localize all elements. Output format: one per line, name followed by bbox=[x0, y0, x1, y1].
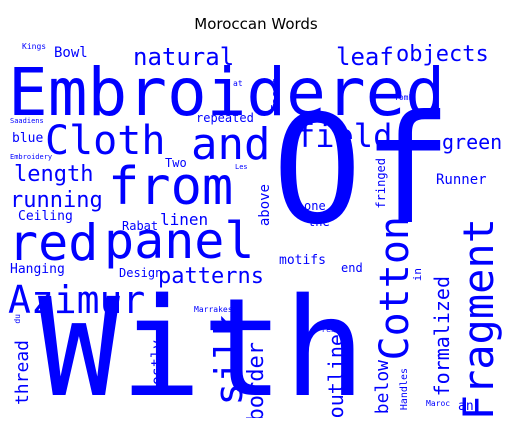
word-objects: objects bbox=[396, 44, 489, 66]
word-patterns: patterns bbox=[158, 266, 264, 288]
word-runner: Runner bbox=[436, 173, 487, 187]
word-formalized: formalized bbox=[432, 276, 452, 396]
word-femmes: Femmes bbox=[322, 327, 347, 334]
word-fringed: fringed bbox=[375, 158, 387, 209]
word-natural: natural bbox=[133, 45, 234, 69]
word-tomb: Tomb bbox=[394, 94, 413, 102]
word-tree: tree bbox=[298, 352, 310, 381]
word-kings: Kings bbox=[22, 43, 46, 51]
word-red: red bbox=[8, 218, 98, 268]
word-one: one bbox=[304, 200, 326, 212]
word-ceiling: Ceiling bbox=[18, 210, 73, 223]
word-cloud: With Of Embroidered from and Cloth red p… bbox=[8, 38, 504, 418]
word-field: field bbox=[296, 120, 392, 152]
word-maroc: Maroc bbox=[426, 400, 450, 408]
word-design: Design bbox=[119, 267, 162, 279]
word-cotton: Cotton bbox=[375, 216, 415, 361]
word-above: above bbox=[258, 184, 272, 226]
word-rabat: Rabat bbox=[122, 220, 158, 232]
word-linen: linen bbox=[160, 212, 208, 228]
word-fragment: Fragment bbox=[458, 218, 500, 418]
word-at: at bbox=[233, 80, 243, 88]
word-motifs: motifs bbox=[279, 254, 326, 267]
word-leaf: leaf bbox=[336, 45, 394, 69]
word-below: below bbox=[374, 360, 392, 414]
word-handles: Handles bbox=[400, 368, 410, 410]
word-length: length bbox=[14, 164, 93, 186]
word-hanging: Hanging bbox=[10, 263, 65, 276]
word-du: du bbox=[14, 314, 22, 324]
word-silk: silk bbox=[210, 314, 248, 406]
word-repeated: repeated bbox=[196, 112, 254, 124]
word-an: an bbox=[458, 400, 474, 413]
word-facet: Facet bbox=[270, 78, 281, 111]
word-and: and bbox=[191, 123, 270, 167]
word-the: the bbox=[308, 216, 330, 228]
word-mostly: mostly bbox=[150, 340, 165, 394]
word-outlined: outlined bbox=[326, 322, 346, 418]
word-two: Two bbox=[165, 157, 187, 169]
word-cloth: Cloth bbox=[45, 121, 165, 161]
word-blue: blue bbox=[12, 132, 43, 145]
word-azimur: Azimur bbox=[8, 281, 145, 319]
word-thread: thread bbox=[14, 340, 32, 405]
word-les: Les bbox=[235, 164, 248, 171]
word-embroidery: Embroidery bbox=[10, 154, 52, 161]
word-in: in bbox=[412, 268, 423, 281]
word-end: end bbox=[341, 262, 363, 274]
word-bowl: Bowl bbox=[54, 46, 88, 60]
word-saadiens: Saadiens bbox=[10, 118, 44, 125]
word-marrakesh: Marrakesh bbox=[194, 306, 237, 314]
word-green: green bbox=[442, 132, 502, 152]
word-border: border bbox=[246, 342, 268, 418]
chart-title: Moroccan Words bbox=[0, 15, 512, 33]
